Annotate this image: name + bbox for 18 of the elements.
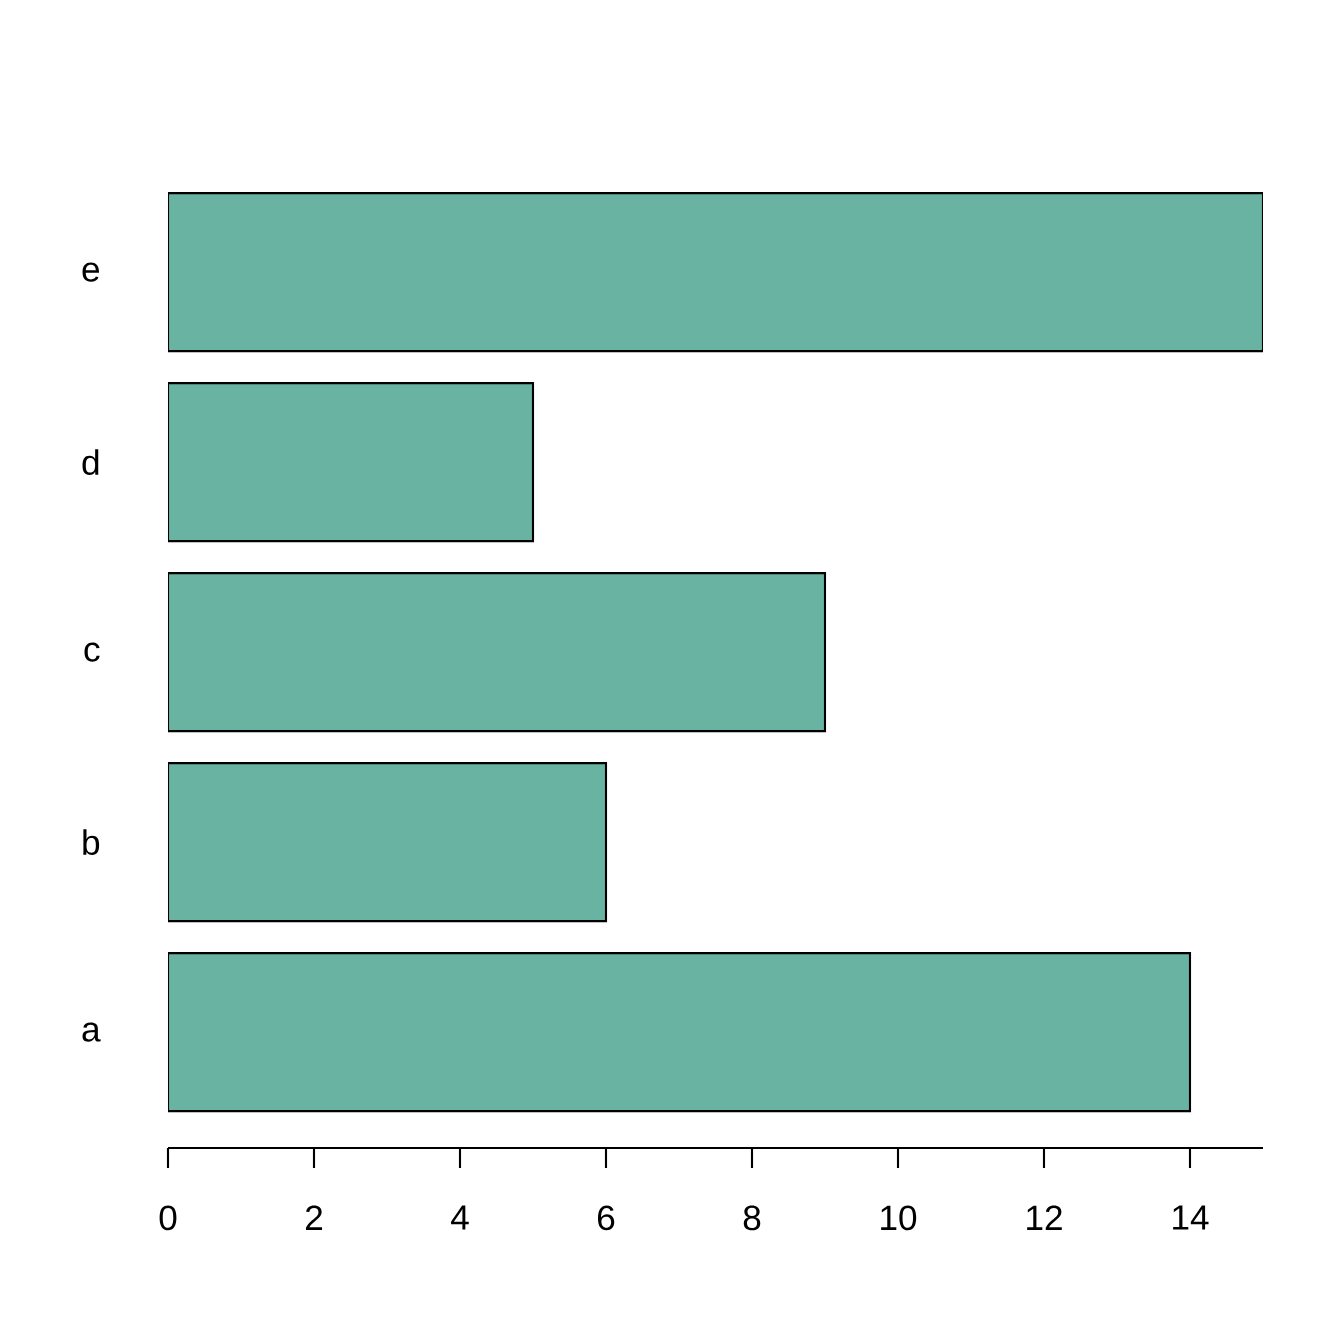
bar [168, 952, 1192, 1113]
bar [168, 572, 827, 733]
x-tick-label: 2 [305, 1205, 323, 1230]
x-tick-label: 6 [597, 1205, 615, 1231]
bar [168, 192, 1263, 353]
x-tick-label: 12 [1027, 1205, 1062, 1230]
bar [168, 762, 608, 923]
x-tick-label: 4 [451, 1205, 469, 1230]
x-tick-label: 14 [1173, 1205, 1209, 1230]
y-tick-label: e [82, 262, 99, 282]
y-tick-label: d [82, 449, 99, 475]
y-tick-label: c [84, 642, 100, 662]
y-tick-label: b [83, 829, 100, 855]
x-tick-label: 10 [881, 1205, 917, 1231]
x-tick-label: 8 [743, 1205, 761, 1231]
bar [168, 382, 535, 543]
y-tick-label: a [82, 1022, 101, 1042]
x-tick-label: 0 [159, 1205, 177, 1231]
